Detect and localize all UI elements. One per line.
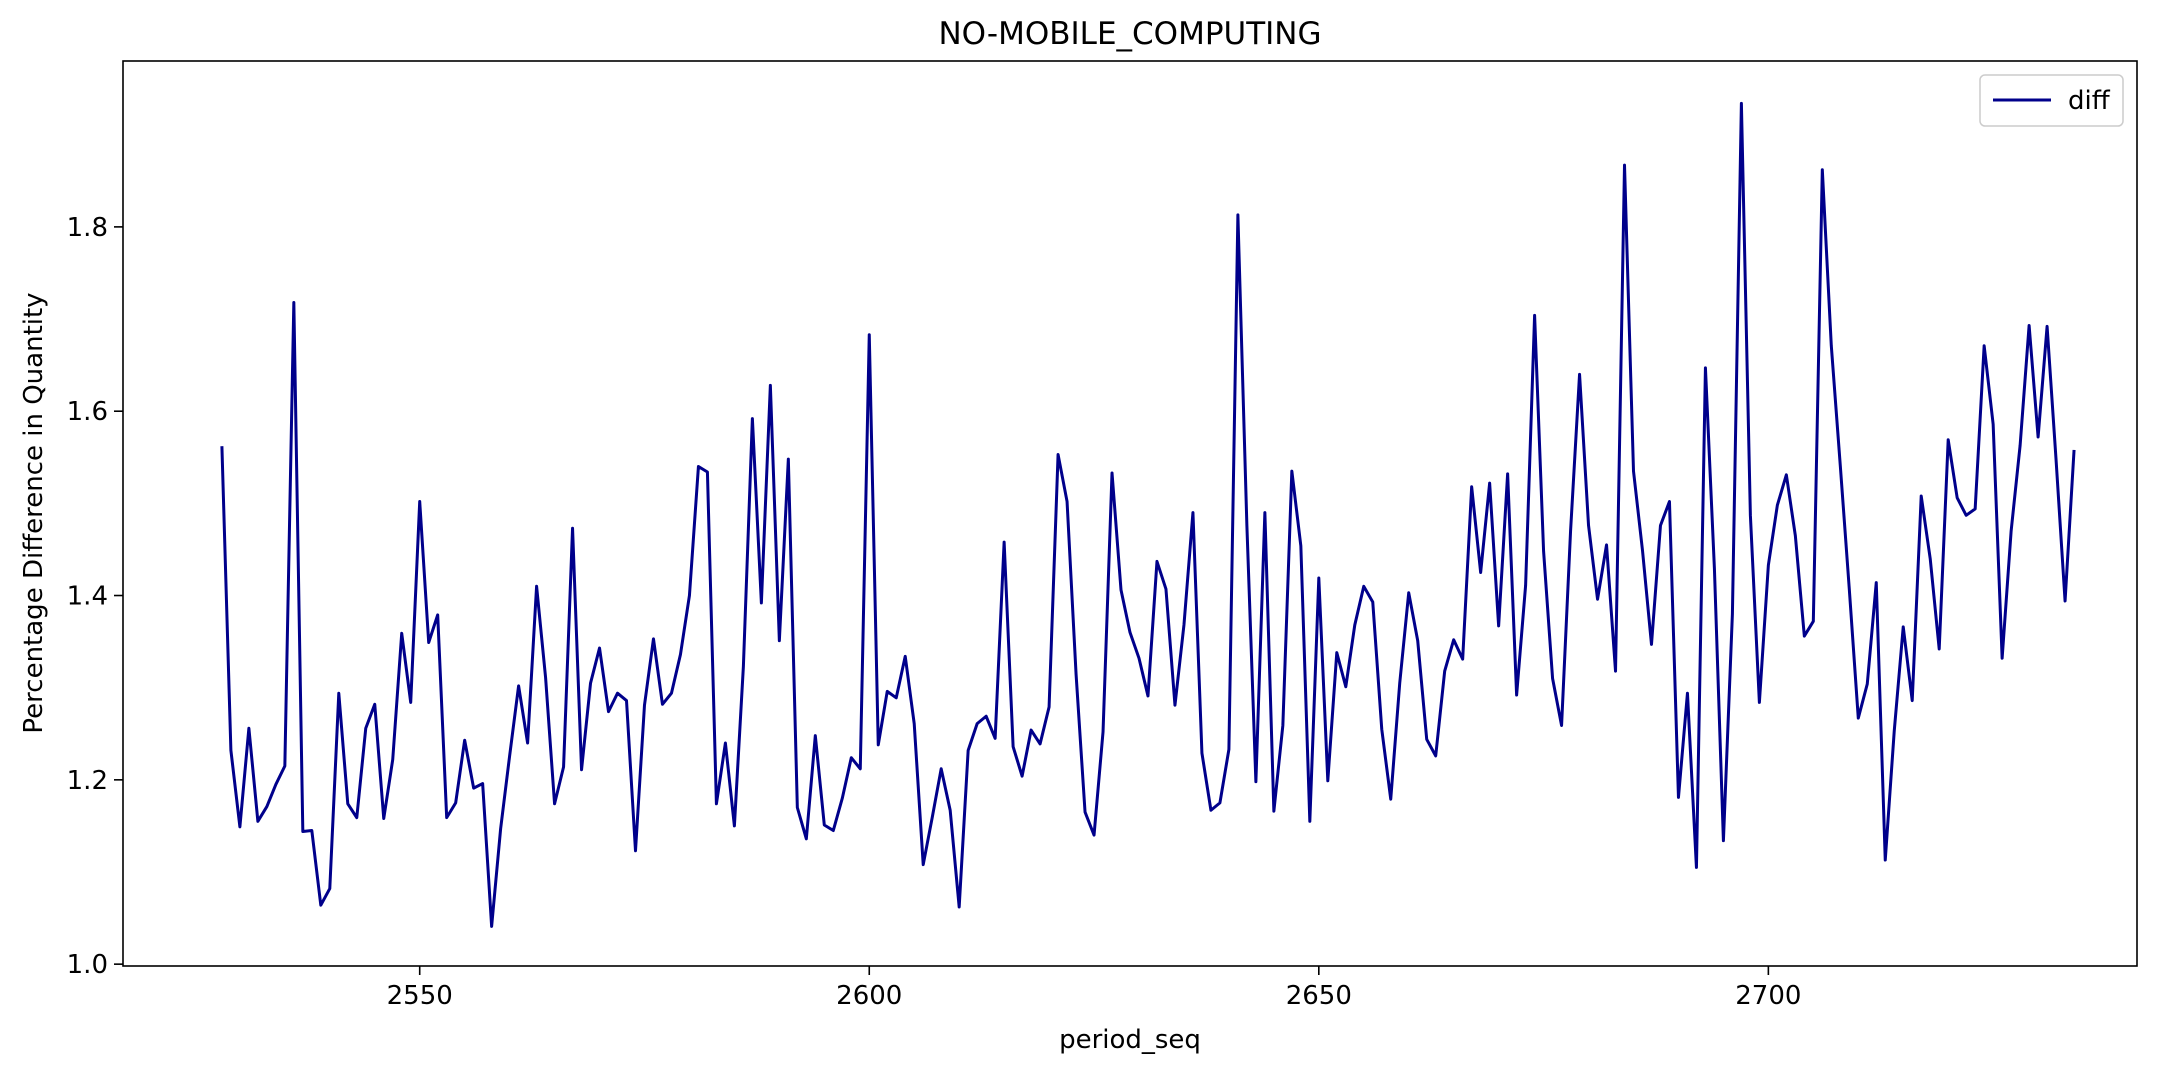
- x-tick-label-2700: 2700: [1735, 981, 1801, 1011]
- x-axis: 2550 2600 2650 2700: [387, 966, 1801, 1011]
- series-line-diff: [220, 101, 2076, 928]
- y-axis: 1.0 1.2 1.4 1.6 1.8: [67, 213, 123, 980]
- y-tick-label-1.4: 1.4: [67, 582, 108, 612]
- x-tick-label-2550: 2550: [387, 981, 453, 1011]
- y-axis-label: Percentage Difference in Quantity: [19, 292, 49, 733]
- legend-box: [1979, 74, 2124, 127]
- x-tick-label-2600: 2600: [836, 981, 902, 1011]
- legend-label-diff: diff: [2068, 86, 2111, 116]
- legend: diff: [1979, 74, 2124, 127]
- x-axis-label: period_seq: [1059, 1025, 1201, 1055]
- chart-title: NO-MOBILE_COMPUTING: [938, 16, 1321, 52]
- plot-area: [220, 101, 2076, 928]
- y-tick-label-1.2: 1.2: [67, 766, 108, 796]
- plot-frame: [122, 60, 2138, 967]
- y-tick-label-1.0: 1.0: [67, 950, 108, 980]
- x-tick-label-2650: 2650: [1286, 981, 1352, 1011]
- y-tick-label-1.8: 1.8: [67, 213, 108, 243]
- y-tick-label-1.6: 1.6: [67, 397, 108, 427]
